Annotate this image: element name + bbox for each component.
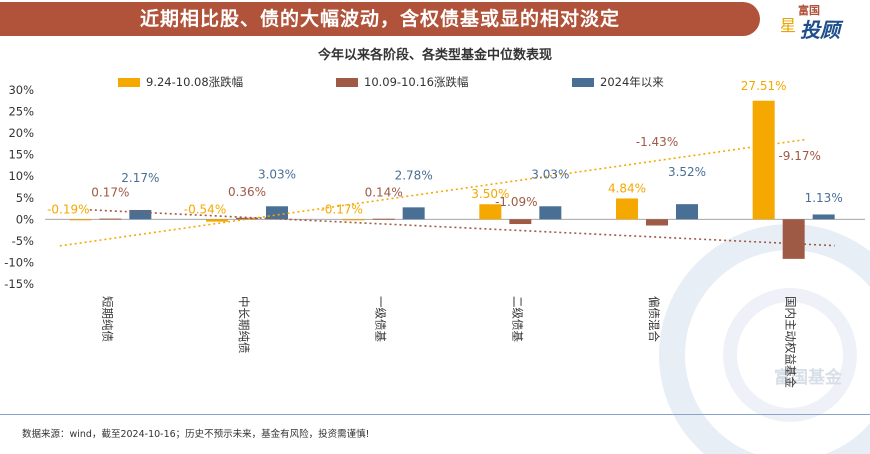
data-label-s2-c1: 0.17% — [91, 186, 129, 200]
bar-s3-c5 — [676, 204, 698, 220]
y-tick-label: 30% — [8, 83, 34, 97]
bars — [69, 100, 835, 259]
header-banner: 近期相比股、债的大幅波动，含权债基或显的相对淡定 星 富国 投顾 — [0, 0, 870, 42]
y-tick-label: 0% — [16, 212, 34, 226]
legend-label-series-1: 9.24-10.08涨跌幅 — [146, 75, 244, 89]
y-tick-label: -5% — [12, 234, 34, 248]
brand-logo: 星 富国 投顾 — [780, 2, 868, 42]
category-label-4: 二级债基 — [510, 296, 524, 342]
data-label-s2-c4: -1.09% — [495, 195, 537, 209]
y-tick-label: 25% — [8, 105, 34, 119]
legend-swatch-series-1 — [118, 78, 140, 87]
bar-s2-c6 — [782, 219, 805, 259]
category-label-2: 中长期纯债 — [237, 296, 251, 354]
data-label-s1-c1: -0.19% — [47, 202, 89, 216]
bar-s1-c2 — [206, 219, 228, 222]
data-label-s3-c3: 2.78% — [395, 168, 433, 182]
legend-item-series-3: 2024年以来 — [572, 74, 664, 89]
trendline-series-2 — [89, 209, 835, 247]
data-label-s2-c2: 0.36% — [228, 185, 266, 199]
data-label-s3-c6: 1.13% — [805, 191, 843, 205]
source-note: 数据来源：wind，截至2024-10-16；历史不预示未来，基金有风险，投资需… — [22, 429, 370, 440]
data-label-s2-c3: 0.14% — [365, 186, 403, 200]
banner-title: 近期相比股、债的大幅波动，含权债基或显的相对淡定 — [139, 8, 620, 30]
data-label-s1-c6: 27.51% — [741, 79, 787, 93]
data-label-s3-c2: 3.03% — [258, 167, 296, 181]
logo-top-text: 富国 — [798, 4, 820, 17]
y-tick-label: 5% — [16, 191, 34, 205]
data-label-s1-c3: -0.17% — [320, 202, 362, 216]
data-label-s3-c1: 2.17% — [121, 171, 159, 185]
y-tick-label: -15% — [4, 277, 34, 291]
legend-item-series-1: 9.24-10.08涨跌幅 — [118, 74, 244, 89]
bar-s2-c5 — [646, 219, 668, 226]
y-tick-label: -10% — [4, 255, 34, 269]
data-label-s2-c6: -9.17% — [778, 149, 820, 163]
footer-divider — [0, 414, 870, 415]
bar-s1-c5 — [616, 198, 638, 220]
logo-main-text: 投顾 — [800, 18, 840, 42]
y-tick-label: 15% — [8, 148, 34, 162]
y-tick-label: 20% — [8, 126, 34, 140]
data-label-s1-c5: 4.84% — [608, 181, 646, 195]
bar-s3-c6 — [812, 214, 835, 220]
bar-s3-c4 — [539, 206, 562, 220]
category-label-6: 国内主动权益基金 — [784, 296, 798, 388]
data-label-s1-c4: 3.50% — [471, 187, 509, 201]
watermark-ring-inner — [723, 288, 857, 422]
bar-s2-c3 — [372, 218, 395, 220]
category-label-5: 偏债混合 — [647, 296, 661, 342]
bar-s2-c4 — [509, 219, 532, 225]
trendline-series-1 — [59, 138, 805, 247]
data-label-s1-c2: -0.54% — [184, 202, 226, 216]
y-tick-label: 10% — [8, 169, 34, 183]
data-label-s3-c5: 3.52% — [668, 165, 706, 179]
data-labels: -0.19% -0.54% -0.17% 3.50% 4.84% 27.51% 0.17% 0… — [47, 79, 843, 216]
bar-s1-c6 — [752, 100, 775, 220]
legend-label-series-3: 2024年以来 — [600, 75, 664, 89]
star-logo-icon: 星 — [780, 16, 797, 35]
banner-background — [0, 2, 760, 36]
category-labels: 短期纯债 中长期纯债 一级债基 二级债基 偏债混合 国内主动权益基金 — [100, 296, 797, 388]
legend-item-series-2: 10.09-10.16涨跌幅 — [336, 74, 469, 89]
data-label-s2-c5: -1.43% — [636, 135, 678, 149]
bar-s2-c2 — [236, 217, 258, 220]
legend-label-series-2: 10.09-10.16涨跌幅 — [364, 75, 469, 89]
trendlines — [59, 138, 835, 247]
chart-title: 今年以来各阶段、各类型基金中位数表现 — [317, 48, 552, 63]
bar-s1-c3 — [342, 219, 365, 221]
y-axis: 30% 25% 20% 15% 10% 5% 0% -5% -10% -15% — [4, 83, 865, 291]
bar-s3-c2 — [266, 206, 288, 220]
watermark-ring — [659, 224, 870, 454]
data-label-s3-c4: 3.03% — [531, 167, 569, 181]
watermark: 富国基金 — [659, 224, 870, 454]
legend-swatch-series-3 — [572, 78, 594, 87]
bar-s3-c1 — [129, 209, 152, 220]
bar-s1-c4 — [479, 204, 502, 220]
watermark-text: 富国基金 — [774, 367, 843, 388]
legend-swatch-series-2 — [336, 78, 358, 87]
bar-s1-c1 — [69, 219, 92, 221]
bar-s2-c1 — [99, 218, 122, 220]
bar-s3-c3 — [402, 207, 425, 220]
category-label-1: 短期纯债 — [100, 296, 114, 342]
category-label-3: 一级债基 — [374, 296, 388, 342]
